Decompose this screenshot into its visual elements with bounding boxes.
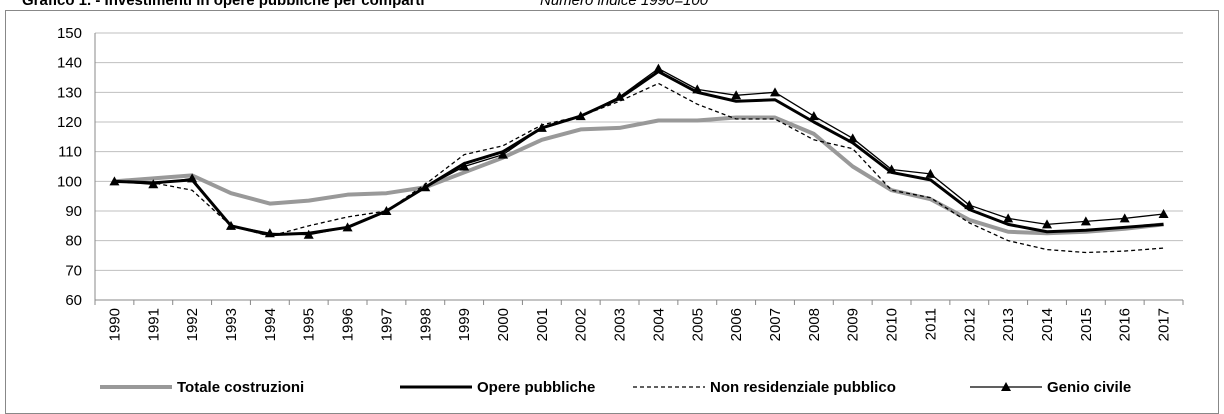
- marker: [459, 161, 470, 171]
- marker: [808, 111, 819, 121]
- x-tick-label: 2011: [922, 308, 939, 340]
- x-tick-label: 1990: [106, 308, 123, 341]
- y-tick-label: 130: [57, 84, 82, 101]
- y-tick-label: 110: [58, 144, 82, 161]
- marker: [381, 206, 392, 215]
- x-tick-label: 2004: [650, 308, 667, 341]
- marker: [303, 229, 314, 239]
- marker: [886, 164, 897, 174]
- x-tick-label: 2007: [767, 308, 784, 341]
- marker: [1158, 208, 1169, 218]
- y-tick-label: 140: [57, 55, 82, 72]
- marker: [770, 87, 780, 97]
- marker: [420, 182, 431, 192]
- x-tick-label: 1995: [301, 308, 318, 341]
- marker: [264, 228, 275, 238]
- x-tick-label: 1997: [378, 308, 395, 341]
- x-tick-label: 2001: [534, 308, 551, 341]
- y-tick-label: 100: [57, 173, 82, 190]
- x-tick-label: 1993: [223, 308, 240, 341]
- marker: [731, 90, 742, 100]
- marker: [342, 222, 353, 232]
- marker: [653, 63, 664, 73]
- series-line: [114, 115, 1164, 236]
- x-tick-label: 1994: [262, 308, 279, 341]
- marker: [1042, 219, 1052, 229]
- x-tick-label: 1996: [340, 308, 357, 341]
- x-tick-label: 2017: [1156, 308, 1173, 341]
- y-tick-label: 60: [65, 292, 82, 309]
- x-tick-label: 2014: [1039, 308, 1056, 341]
- legend-label: Non residenziale pubblico: [710, 379, 896, 396]
- marker: [109, 176, 120, 186]
- x-tick-label: 2010: [884, 308, 901, 341]
- y-tick-label: 90: [65, 203, 82, 220]
- x-tick-label: 2002: [573, 308, 590, 341]
- legend-label: Totale costruzioni: [177, 379, 304, 396]
- marker: [925, 168, 936, 178]
- marker: [964, 200, 975, 210]
- x-tick-label: 2003: [612, 308, 629, 341]
- marker: [1003, 213, 1014, 223]
- chart-title: Grafico 1. - Investimenti in opere pubbl…: [22, 0, 425, 9]
- marker: [614, 91, 625, 101]
- x-tick-label: 1991: [145, 308, 162, 341]
- marker: [226, 220, 236, 230]
- x-tick-label: 2016: [1117, 308, 1134, 341]
- legend-marker: [1001, 382, 1011, 391]
- y-tick-label: 120: [57, 114, 82, 131]
- x-tick-label: 2015: [1078, 308, 1095, 341]
- x-tick-label: 1998: [417, 308, 434, 341]
- x-tick-label: 2013: [1000, 308, 1017, 341]
- marker: [692, 84, 703, 94]
- x-tick-label: 2008: [806, 308, 823, 341]
- marker: [536, 122, 547, 132]
- chart-subtitle: Numero indice 1990=100: [540, 0, 709, 9]
- marker: [575, 111, 586, 121]
- x-tick-label: 2009: [845, 308, 862, 341]
- series-line: [114, 67, 1164, 236]
- x-tick-label: 1992: [184, 308, 201, 341]
- x-tick-label: 2000: [495, 308, 512, 341]
- legend-label: Opere pubbliche: [477, 379, 595, 396]
- marker: [498, 149, 508, 159]
- marker: [148, 179, 159, 189]
- x-tick-label: 2012: [961, 308, 978, 341]
- x-tick-label: 2006: [728, 308, 745, 341]
- y-tick-label: 150: [57, 25, 82, 42]
- legend-label: Genio civile: [1047, 379, 1131, 396]
- x-tick-label: 2005: [689, 308, 706, 341]
- marker: [1119, 213, 1130, 223]
- chart-frame: [5, 10, 1219, 414]
- marker: [847, 133, 858, 143]
- marker: [187, 173, 198, 183]
- series-line: [114, 82, 1164, 254]
- x-tick-label: 1999: [456, 308, 473, 341]
- marker: [1080, 216, 1091, 226]
- y-tick-label: 80: [65, 233, 82, 250]
- y-tick-label: 70: [65, 262, 82, 279]
